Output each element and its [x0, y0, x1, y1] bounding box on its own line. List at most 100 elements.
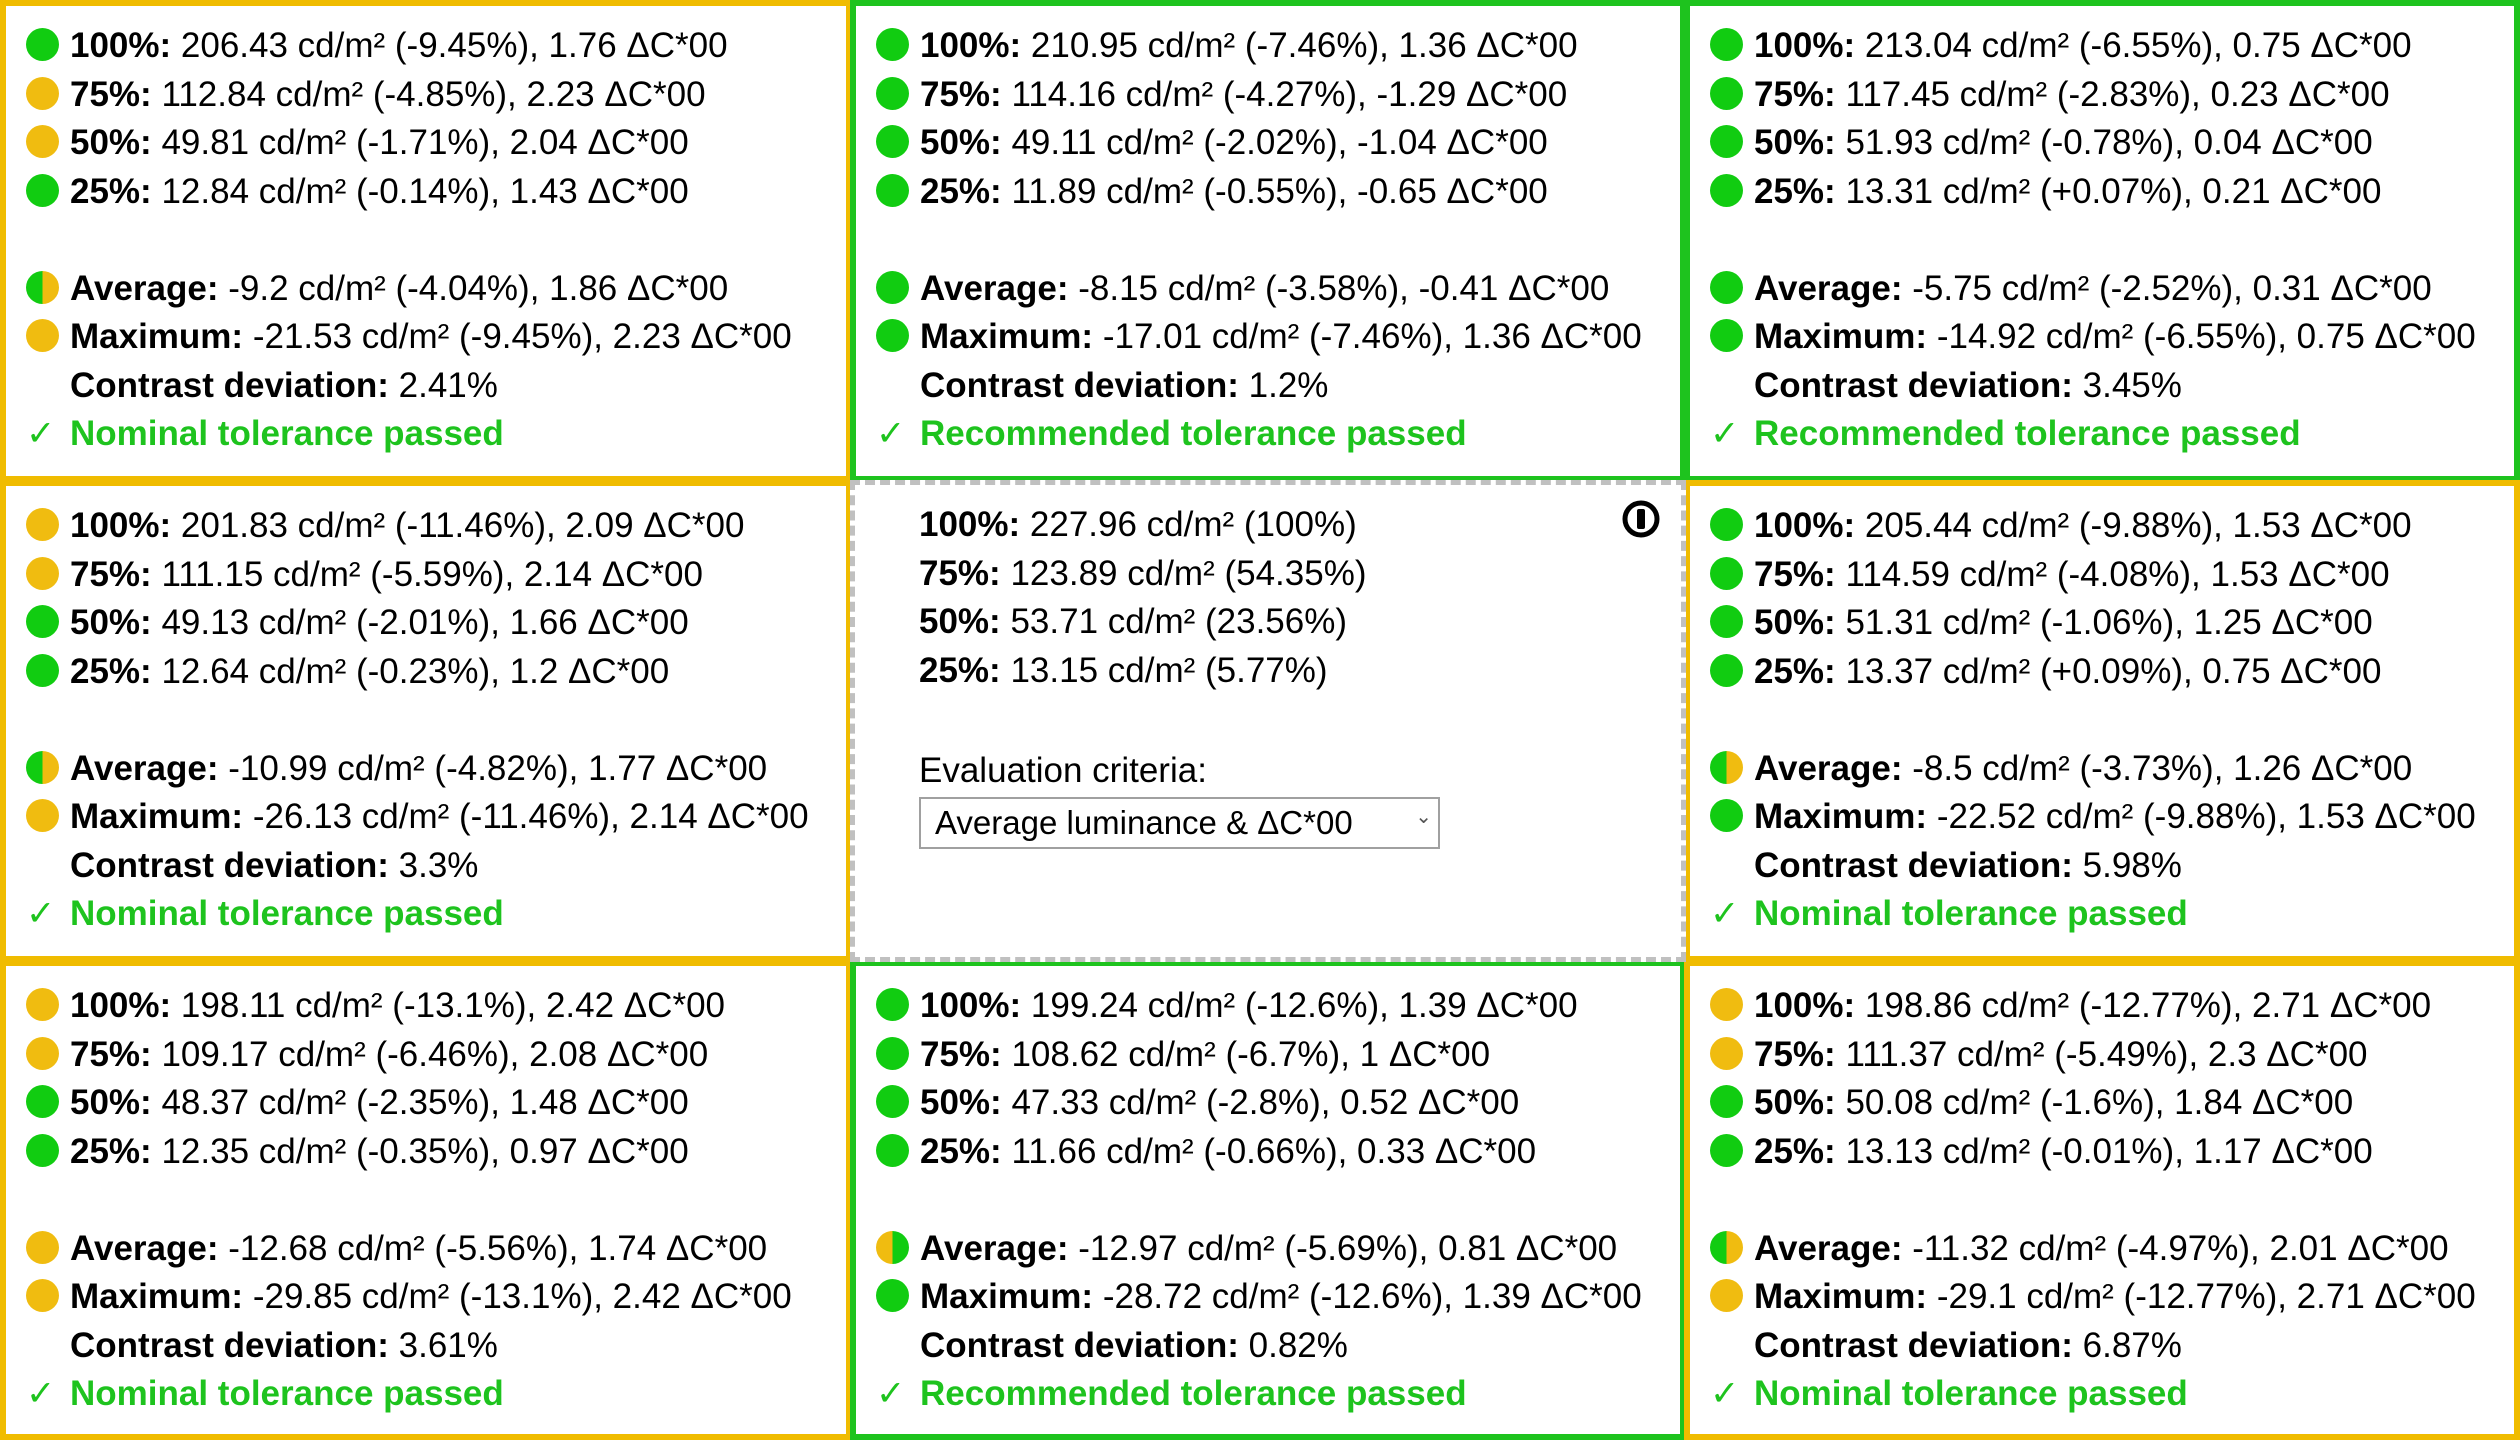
- contrast-label: Contrast deviation:: [70, 1325, 389, 1365]
- status-dot-icon: [1710, 799, 1743, 833]
- contrast-row: Contrast deviation: 3.3%: [26, 842, 846, 891]
- contrast-value: 3.3%: [398, 845, 479, 885]
- level-label: 25%:: [70, 651, 152, 691]
- contrast-value: 3.61%: [398, 1325, 498, 1365]
- level-value: 12.64 cd/m² (-0.23%), 1.2 ΔC*00: [161, 651, 670, 691]
- tolerance-result-text: Nominal tolerance passed: [70, 1374, 504, 1413]
- level-value: 13.37 cd/m² (+0.09%), 0.75 ΔC*00: [1845, 651, 2382, 691]
- status-dot-icon: [1710, 76, 1743, 110]
- evaluation-criteria-select[interactable]: Average luminance & ΔC*00 ⌄: [919, 797, 1440, 849]
- measurement-row: 75%: 114.59 cd/m² (-4.08%), 1.53 ΔC*00: [1710, 551, 2514, 600]
- status-dot-icon: [1710, 28, 1743, 62]
- level-label: 75%:: [1754, 554, 1836, 594]
- level-value: 11.89 cd/m² (-0.55%), -0.65 ΔC*00: [1011, 171, 1548, 211]
- maximum-value: -22.52 cd/m² (-9.88%), 1.53 ΔC*00: [1936, 797, 2476, 836]
- status-dot-icon: [876, 1133, 909, 1167]
- level-value: 123.89 cd/m² (54.35%): [1010, 553, 1367, 593]
- level-value: 12.35 cd/m² (-0.35%), 0.97 ΔC*00: [161, 1131, 689, 1171]
- level-label: 75%:: [70, 554, 152, 594]
- level-label: 100%:: [920, 26, 1022, 65]
- average-label: Average:: [70, 748, 219, 788]
- measurement-row: 50%: 47.33 cd/m² (-2.8%), 0.52 ΔC*00: [876, 1079, 1680, 1128]
- reference-cell: 100%: 227.96 cd/m² (100%) 75%: 123.89 cd/…: [850, 480, 1686, 962]
- status-dot-icon: [26, 1230, 59, 1264]
- contrast-value: 0.82%: [1248, 1325, 1348, 1365]
- measurement-row: 25%: 13.31 cd/m² (+0.07%), 0.21 ΔC*00: [1710, 168, 2514, 217]
- contrast-label: Contrast deviation:: [920, 1325, 1239, 1365]
- level-label: 75%:: [70, 1034, 152, 1074]
- tolerance-result-text: Nominal tolerance passed: [70, 414, 504, 453]
- chevron-down-icon: ⌄: [1415, 806, 1432, 828]
- average-value: -5.75 cd/m² (-2.52%), 0.31 ΔC*00: [1912, 268, 2432, 308]
- level-label: 100%:: [1754, 986, 1856, 1025]
- level-value: 111.37 cd/m² (-5.49%), 2.3 ΔC*00: [1845, 1034, 2368, 1074]
- checkmark-icon: ✓: [26, 414, 56, 453]
- measurement-cell: 100%: 198.86 cd/m² (-12.77%), 2.71 ΔC*00…: [1684, 960, 2520, 1440]
- level-value: 117.45 cd/m² (-2.83%), 0.23 ΔC*00: [1845, 74, 2390, 114]
- level-label: 25%:: [920, 1131, 1002, 1171]
- measurement-row: 75%: 112.84 cd/m² (-4.85%), 2.23 ΔC*00: [26, 71, 846, 120]
- level-label: 50%:: [70, 123, 152, 162]
- maximum-value: -29.1 cd/m² (-12.77%), 2.71 ΔC*00: [1936, 1277, 2476, 1316]
- level-label: 75%:: [920, 1034, 1002, 1074]
- contrast-row: Contrast deviation: 1.2%: [876, 362, 1680, 411]
- measurement-row: 50%: 49.11 cd/m² (-2.02%), -1.04 ΔC*00: [876, 119, 1680, 168]
- maximum-value: -29.85 cd/m² (-13.1%), 2.42 ΔC*00: [252, 1277, 792, 1316]
- maximum-row: Maximum: -17.01 cd/m² (-7.46%), 1.36 ΔC*…: [876, 313, 1680, 362]
- level-value: 213.04 cd/m² (-6.55%), 0.75 ΔC*00: [1864, 26, 2412, 65]
- average-value: -8.15 cd/m² (-3.58%), -0.41 ΔC*00: [1078, 268, 1610, 308]
- measurement-row: 100%: 205.44 cd/m² (-9.88%), 1.53 ΔC*00: [1710, 502, 2514, 551]
- average-value: -10.99 cd/m² (-4.82%), 1.77 ΔC*00: [228, 748, 768, 788]
- level-label: 50%:: [920, 1083, 1002, 1122]
- measurement-cell: 100%: 213.04 cd/m² (-6.55%), 0.75 ΔC*00 7…: [1684, 0, 2520, 482]
- status-dot-icon: [26, 508, 59, 542]
- level-value: 48.37 cd/m² (-2.35%), 1.48 ΔC*00: [161, 1083, 689, 1122]
- tolerance-result-text: Nominal tolerance passed: [1754, 894, 2188, 933]
- status-dot-icon: [876, 1230, 909, 1264]
- status-dot-icon: [876, 1085, 909, 1119]
- status-dot-icon: [876, 319, 909, 353]
- contrast-row: Contrast deviation: 3.45%: [1710, 362, 2514, 411]
- level-value: 49.13 cd/m² (-2.01%), 1.66 ΔC*00: [161, 603, 689, 642]
- average-row: Average: -9.2 cd/m² (-4.04%), 1.86 ΔC*00: [26, 265, 846, 314]
- average-row: Average: -12.97 cd/m² (-5.69%), 0.81 ΔC*…: [876, 1225, 1680, 1274]
- status-dot-icon: [1710, 1085, 1743, 1119]
- measurement-row: 25%: 11.89 cd/m² (-0.55%), -0.65 ΔC*00: [876, 168, 1680, 217]
- tolerance-result: ✓ Nominal tolerance passed: [1710, 1370, 2514, 1419]
- maximum-label: Maximum:: [1754, 1277, 1928, 1316]
- status-dot-icon: [26, 28, 59, 62]
- average-value: -11.32 cd/m² (-4.97%), 2.01 ΔC*00: [1912, 1228, 2449, 1268]
- tolerance-result: ✓ Recommended tolerance passed: [876, 410, 1680, 459]
- measurement-row: 100%: 213.04 cd/m² (-6.55%), 0.75 ΔC*00: [1710, 22, 2514, 71]
- evaluation-criteria-value: Average luminance & ΔC*00: [935, 804, 1353, 841]
- status-dot-icon: [26, 76, 59, 110]
- status-dot-icon: [1710, 1036, 1743, 1070]
- maximum-value: -26.13 cd/m² (-11.46%), 2.14 ΔC*00: [252, 797, 809, 836]
- level-value: 205.44 cd/m² (-9.88%), 1.53 ΔC*00: [1864, 506, 2412, 545]
- status-dot-icon: [1710, 125, 1743, 159]
- maximum-value: -14.92 cd/m² (-6.55%), 0.75 ΔC*00: [1936, 317, 2476, 356]
- tolerance-result: ✓ Nominal tolerance passed: [26, 410, 846, 459]
- measurement-row: 50%: 49.13 cd/m² (-2.01%), 1.66 ΔC*00: [26, 599, 846, 648]
- maximum-value: -17.01 cd/m² (-7.46%), 1.36 ΔC*00: [1102, 317, 1642, 356]
- average-value: -12.68 cd/m² (-5.56%), 1.74 ΔC*00: [228, 1228, 768, 1268]
- status-dot-icon: [26, 799, 59, 833]
- level-label: 50%:: [1754, 123, 1836, 162]
- level-label: 75%:: [919, 553, 1001, 593]
- measurement-row: 100%: 199.24 cd/m² (-12.6%), 1.39 ΔC*00: [876, 982, 1680, 1031]
- level-value: 50.08 cd/m² (-1.6%), 1.84 ΔC*00: [1845, 1083, 2354, 1122]
- maximum-label: Maximum:: [920, 317, 1094, 356]
- status-dot-icon: [1710, 605, 1743, 639]
- level-label: 100%:: [919, 505, 1021, 544]
- average-label: Average:: [1754, 268, 1903, 308]
- measurement-row: 100%: 206.43 cd/m² (-9.45%), 1.76 ΔC*00: [26, 22, 846, 71]
- reference-marker-icon: [1622, 500, 1660, 538]
- contrast-label: Contrast deviation:: [70, 365, 389, 405]
- level-value: 227.96 cd/m² (100%): [1029, 505, 1357, 544]
- contrast-label: Contrast deviation:: [70, 845, 389, 885]
- tolerance-result-text: Recommended tolerance passed: [920, 414, 1467, 453]
- status-dot-icon: [1710, 1230, 1743, 1264]
- maximum-label: Maximum:: [70, 1277, 244, 1316]
- status-dot-icon: [876, 173, 909, 207]
